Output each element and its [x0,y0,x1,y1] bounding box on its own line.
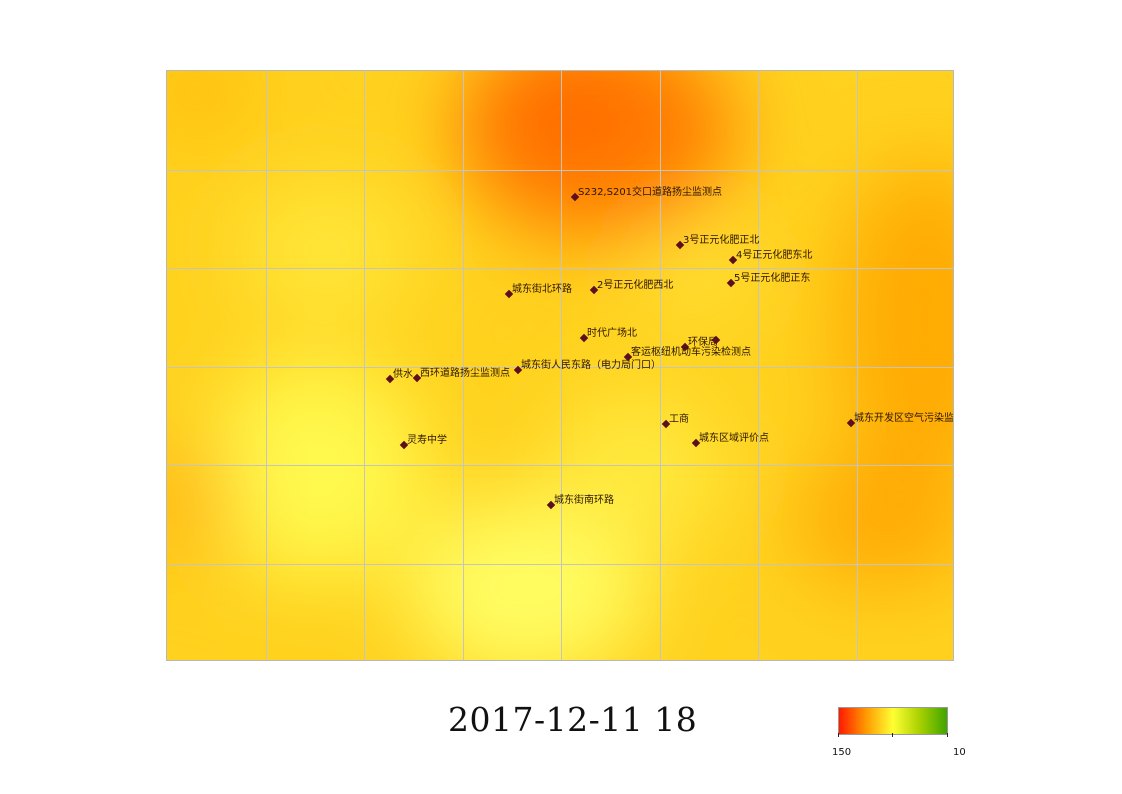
station-label: 3号正元化肥正北 [683,235,760,246]
station-label: 4号正元化肥东北 [736,250,813,261]
grid-line-horizontal [167,268,953,269]
grid-line-horizontal [167,366,953,368]
station-label: 客运枢纽机动车污染检测点 [631,347,751,358]
station-label: 城东开发区空气污染监测点 [854,413,954,424]
grid-line-horizontal [167,169,953,171]
station-label: S232,S201交口道路扬尘监测点 [578,187,723,198]
legend-tick [838,733,839,737]
station-label: 灵寿中学 [407,435,447,446]
grid-line-vertical [659,71,661,660]
grid-line-vertical [561,71,562,660]
station-label: 城东区域评价点 [699,433,769,444]
grid-line-vertical [265,71,267,660]
grid-line-vertical [462,71,464,660]
station-label: 时代广场北 [587,328,637,339]
grid-line-horizontal [167,465,953,466]
color-legend-bar [838,707,948,735]
station-label: 西环道路扬尘监测点 [420,368,510,379]
timestamp-label: 2017-12-11 18 [448,700,698,739]
station-label: 工商 [669,414,689,425]
grid-line-horizontal [167,563,953,565]
station-label: 供水 [393,369,413,380]
heatmap-field [167,71,953,660]
legend-tick [892,733,893,737]
station-label: 环保局 [688,337,718,348]
station-label: 城东街南环路 [554,495,614,506]
heatmap-map[interactable]: S232,S201交口道路扬尘监测点 3号正元化肥正北 4号正元化肥东北城东街北环路… [166,70,954,661]
station-label: 2号正元化肥西北 [597,280,674,291]
legend-tick [947,733,948,737]
station-label: 5号正元化肥正东 [734,273,811,284]
legend-min-label: 150 [832,747,852,758]
station-label: 城东街北环路 [512,284,572,295]
legend-max-label: 10 [953,747,966,758]
grid-line-vertical [364,71,365,660]
station-label: 城东街人民东路（电力局门口） [521,360,661,371]
grid-line-vertical [856,71,858,660]
grid-line-vertical [758,71,759,660]
